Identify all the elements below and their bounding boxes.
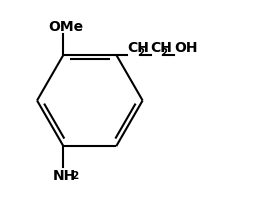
Text: OMe: OMe (48, 20, 83, 34)
Text: CH: CH (128, 41, 149, 55)
Text: NH: NH (53, 168, 76, 182)
Text: CH: CH (151, 41, 173, 55)
Text: 2: 2 (137, 48, 144, 58)
Text: OH: OH (174, 41, 198, 55)
Text: 2: 2 (72, 170, 79, 180)
Text: 2: 2 (160, 48, 167, 58)
